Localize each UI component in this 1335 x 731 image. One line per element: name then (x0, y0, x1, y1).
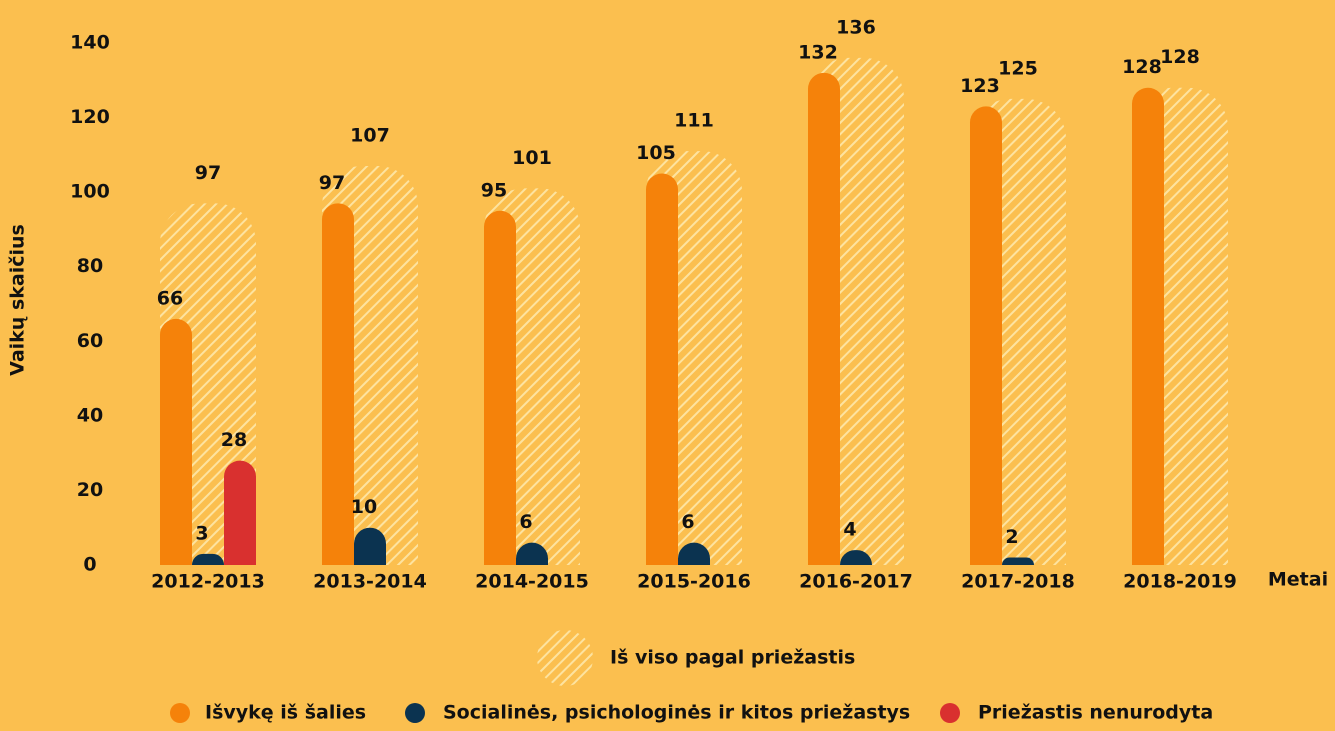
y-tick-label: 80 (77, 255, 103, 277)
data-label: 101 (512, 147, 552, 169)
bar (1132, 87, 1164, 565)
data-label: 107 (350, 125, 390, 147)
data-label: 128 (1160, 46, 1200, 68)
legend-marker (170, 703, 190, 723)
legend-label: Iš viso pagal priežastis (610, 647, 855, 669)
data-label: 97 (195, 162, 221, 184)
y-tick-label: 60 (77, 330, 103, 352)
data-label: 132 (798, 41, 838, 63)
x-tick-label: 2015-2016 (637, 571, 751, 593)
data-label: 111 (674, 110, 714, 132)
bar (484, 210, 516, 566)
bar (678, 542, 710, 565)
bar (970, 106, 1002, 565)
data-label: 6 (681, 511, 694, 533)
y-tick-label: 140 (70, 32, 110, 54)
y-tick-label: 20 (77, 479, 103, 501)
data-label: 10 (351, 496, 377, 518)
legend-marker (940, 703, 960, 723)
x-tick-label: 2016-2017 (799, 571, 913, 593)
data-label: 123 (960, 75, 1000, 97)
data-label: 125 (998, 57, 1038, 79)
legend-label: Socialinės, psichologinės ir kitos priež… (443, 702, 910, 724)
data-label: 3 (195, 522, 208, 544)
bar (1002, 557, 1034, 565)
data-label: 95 (481, 179, 507, 201)
bar (808, 72, 840, 565)
data-label: 97 (319, 172, 345, 194)
data-label: 6 (519, 511, 532, 533)
bar (192, 553, 224, 565)
data-label: 136 (836, 16, 876, 38)
data-label: 28 (221, 429, 247, 451)
legend-label: Priežastis nenurodyta (978, 702, 1213, 724)
bar (516, 542, 548, 565)
y-axis-title: Vaikų skaičius (7, 224, 29, 376)
bar (224, 460, 256, 565)
x-tick-label: 2012-2013 (151, 571, 265, 593)
bar (646, 173, 678, 565)
x-axis-title: Metai (1268, 569, 1328, 591)
bar (354, 527, 386, 565)
data-label: 128 (1122, 56, 1162, 78)
legend-marker (405, 703, 425, 723)
x-tick-label: 2014-2015 (475, 571, 589, 593)
x-tick-label: 2017-2018 (961, 571, 1075, 593)
legend-label: Išvykę iš šalies (205, 702, 366, 724)
data-label: 4 (843, 519, 856, 541)
data-label: 66 (157, 287, 183, 309)
data-label: 105 (636, 142, 676, 164)
y-tick-label: 100 (70, 181, 110, 203)
y-tick-label: 120 (70, 106, 110, 128)
data-label: 2 (1005, 526, 1018, 548)
y-tick-label: 0 (83, 554, 96, 576)
bar (322, 203, 354, 566)
x-tick-label: 2013-2014 (313, 571, 427, 593)
bar (840, 550, 872, 565)
x-tick-label: 2018-2019 (1123, 571, 1237, 593)
y-tick-label: 40 (77, 404, 103, 426)
legend-marker (537, 630, 593, 686)
bar (160, 318, 192, 565)
